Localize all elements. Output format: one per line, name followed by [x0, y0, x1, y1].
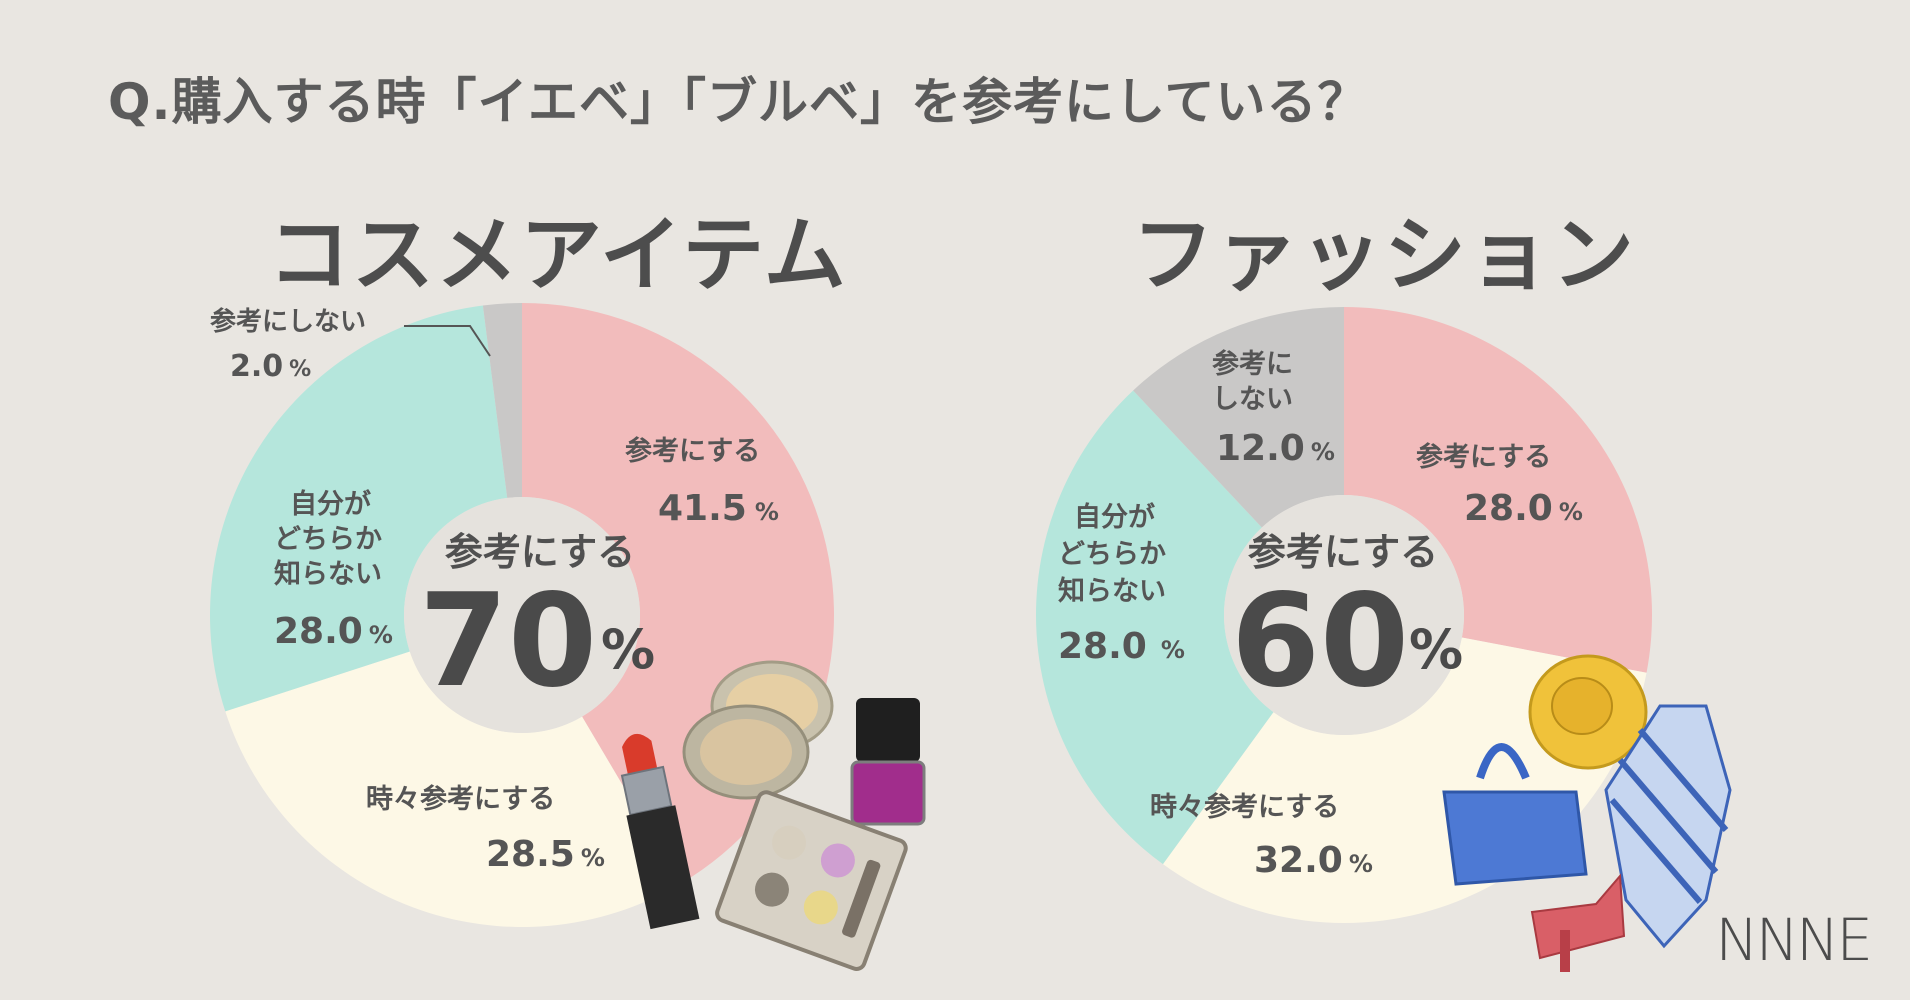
fashion-ref-label: 参考にする	[1416, 441, 1551, 473]
fashion-slice-2	[1036, 390, 1274, 865]
fashion-donut-hole	[1224, 495, 1464, 735]
cosme-center-unit: %	[601, 618, 655, 681]
fashion-ref-pct: 28.0%	[1464, 488, 1583, 529]
cosme-unknown-label-2: どちらか	[274, 524, 382, 555]
fashion-slice-3	[1133, 307, 1344, 528]
fashion-not-ref-label-1: 参考に	[1212, 348, 1293, 380]
fashion-center-label: 参考にする	[1248, 530, 1438, 574]
fashion-illustration	[1442, 654, 1732, 972]
fashion-unknown-label-2: どちらか	[1058, 539, 1166, 570]
fashion-not-ref-pct: 12.0%	[1216, 428, 1335, 469]
fashion-sometimes-pct: 32.0%	[1254, 840, 1373, 881]
cosme-slice-2	[210, 305, 508, 712]
cosme-ref-pct: 41.5%	[658, 488, 779, 529]
fashion-unknown-label-3: 知らない	[1058, 576, 1166, 607]
fashion-slice-0	[1344, 307, 1652, 673]
cosme-center-value: 70	[419, 567, 597, 716]
fashion-center-unit: %	[1409, 618, 1463, 681]
cosme-not-ref-pct: 2.0%	[230, 349, 311, 384]
cosme-not-ref-leader-line	[404, 325, 491, 357]
fashion-chart-title: ファッション	[1132, 208, 1637, 303]
brand-logo: NNNE	[1715, 906, 1873, 974]
cosme-illustration	[620, 660, 926, 971]
cosme-donut-hole	[404, 497, 640, 733]
high-heel-icon	[1530, 873, 1626, 972]
fashion-sometimes-label: 時々参考にする	[1150, 791, 1339, 823]
cosme-slice-1	[225, 651, 681, 927]
lipstick-icon	[620, 733, 700, 930]
straw-hat-icon	[1528, 654, 1648, 770]
cosme-sometimes-label: 時々参考にする	[366, 783, 555, 815]
cosme-ref-label: 参考にする	[625, 435, 760, 467]
compact-powder-icon	[682, 660, 834, 800]
fashion-unknown-pct: 28.0%	[1058, 626, 1185, 667]
fashion-unknown-label-1: 自分が	[1074, 501, 1155, 533]
cosme-not-ref-label: 参考にしない	[210, 306, 366, 337]
cosme-chart-title: コスメアイテム	[268, 208, 848, 303]
swimsuit-icon	[1604, 704, 1732, 949]
cosme-unknown-pct: 28.0%	[274, 611, 393, 652]
cosme-sometimes-pct: 28.5%	[486, 834, 605, 875]
fashion-not-ref-label-2: しない	[1212, 384, 1293, 415]
cosme-center-label: 参考にする	[445, 530, 635, 574]
cosme-slice-3	[482, 303, 522, 498]
cosme-donut	[210, 303, 834, 927]
question-title: Q.購入する時「イエベ」「ブルベ」を参考にしている？	[108, 73, 1369, 131]
cosme-unknown-label-1: 自分が	[290, 488, 371, 520]
eyeshadow-palette-icon	[715, 790, 908, 971]
cosme-unknown-label-3: 知らない	[274, 559, 382, 590]
nail-polish-icon	[850, 698, 926, 826]
tote-bag-icon	[1442, 743, 1588, 886]
fashion-center-value: 60	[1231, 567, 1409, 716]
